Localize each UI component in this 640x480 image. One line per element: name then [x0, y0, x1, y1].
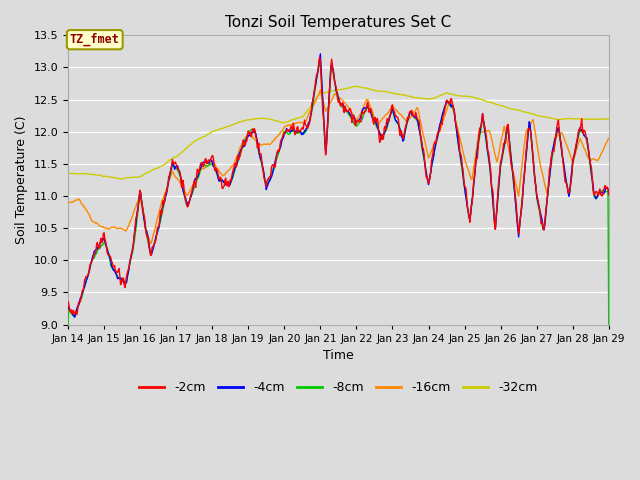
X-axis label: Time: Time: [323, 349, 354, 362]
Text: TZ_fmet: TZ_fmet: [70, 33, 120, 47]
Title: Tonzi Soil Temperatures Set C: Tonzi Soil Temperatures Set C: [225, 15, 451, 30]
Legend: -2cm, -4cm, -8cm, -16cm, -32cm: -2cm, -4cm, -8cm, -16cm, -32cm: [134, 376, 543, 399]
Y-axis label: Soil Temperature (C): Soil Temperature (C): [15, 116, 28, 244]
